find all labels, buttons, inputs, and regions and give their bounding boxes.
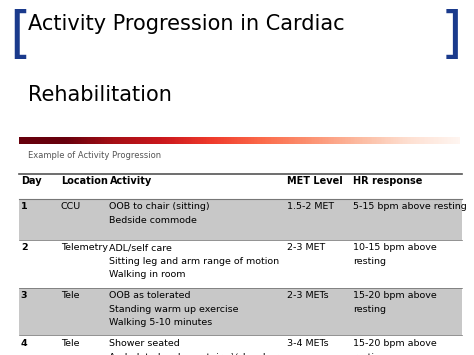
Text: HR response: HR response (353, 176, 423, 186)
Text: [: [ (9, 9, 31, 63)
Text: OOB to chair (sitting): OOB to chair (sitting) (109, 202, 210, 211)
Text: resting: resting (353, 353, 386, 355)
Text: 3: 3 (21, 291, 27, 300)
Text: 2: 2 (21, 243, 27, 252)
Text: Tele: Tele (61, 291, 79, 300)
Text: resting: resting (353, 305, 386, 313)
Text: MET Level: MET Level (287, 176, 343, 186)
Text: Telemetry: Telemetry (61, 243, 108, 252)
Text: 2-3 METs: 2-3 METs (287, 291, 328, 300)
Text: resting: resting (353, 257, 386, 266)
Text: 1: 1 (21, 202, 27, 211)
Text: 15-20 bpm above: 15-20 bpm above (353, 291, 437, 300)
Text: OOB as tolerated: OOB as tolerated (109, 291, 191, 300)
Text: Tele: Tele (61, 339, 79, 348)
Text: Ambulate level, up stairs ½ level or: Ambulate level, up stairs ½ level or (109, 353, 279, 355)
Text: Bedside commode: Bedside commode (109, 216, 197, 225)
Text: Location: Location (61, 176, 108, 186)
Text: Sitting leg and arm range of motion: Sitting leg and arm range of motion (109, 257, 280, 266)
Text: Day: Day (21, 176, 42, 186)
Text: 15-20 bpm above: 15-20 bpm above (353, 339, 437, 348)
Text: Activity Progression in Cardiac: Activity Progression in Cardiac (28, 14, 345, 34)
Text: Walking 5-10 minutes: Walking 5-10 minutes (109, 318, 213, 327)
Text: Shower seated: Shower seated (109, 339, 180, 348)
Text: 3-4 METs: 3-4 METs (287, 339, 328, 348)
Text: 2-3 MET: 2-3 MET (287, 243, 325, 252)
Text: ADL/self care: ADL/self care (109, 243, 173, 252)
Text: Activity: Activity (109, 176, 152, 186)
Text: 4: 4 (21, 339, 27, 348)
Text: ]: ] (440, 9, 462, 63)
Text: 10-15 bpm above: 10-15 bpm above (353, 243, 437, 252)
Text: Rehabilitation: Rehabilitation (28, 85, 173, 105)
Text: Example of Activity Progression: Example of Activity Progression (28, 151, 162, 160)
Text: CCU: CCU (61, 202, 81, 211)
Text: Standing warm up exercise: Standing warm up exercise (109, 305, 239, 313)
Text: Walking in room: Walking in room (109, 270, 186, 279)
Text: 1.5-2 MET: 1.5-2 MET (287, 202, 334, 211)
Text: 5-15 bpm above resting: 5-15 bpm above resting (353, 202, 467, 211)
